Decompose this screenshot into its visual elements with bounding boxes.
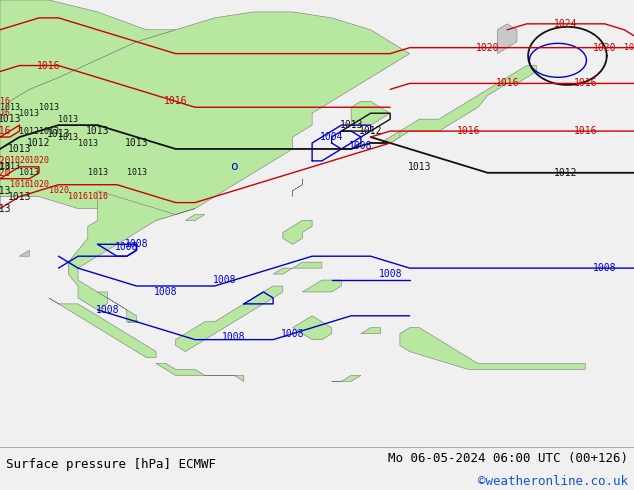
Polygon shape: [351, 101, 390, 125]
Text: 1013: 1013: [39, 103, 59, 112]
Text: 1013: 1013: [19, 109, 39, 118]
Text: 1013: 1013: [0, 203, 12, 214]
Text: 1016: 1016: [574, 126, 597, 136]
Text: 1020: 1020: [49, 186, 68, 195]
Text: 1016: 1016: [0, 97, 10, 106]
Text: 1016: 1016: [37, 61, 60, 71]
Text: 1016: 1016: [456, 126, 480, 136]
Text: ©weatheronline.co.uk: ©weatheronline.co.uk: [477, 475, 628, 488]
Text: Surface pressure [hPa] ECMWF: Surface pressure [hPa] ECMWF: [6, 459, 216, 471]
Text: 1008: 1008: [378, 269, 402, 279]
Text: 1016: 1016: [0, 109, 10, 118]
Polygon shape: [293, 316, 332, 340]
Text: 1013: 1013: [19, 168, 39, 177]
Text: 1008: 1008: [125, 239, 148, 249]
Text: 1013: 1013: [58, 132, 78, 142]
Text: 1020: 1020: [0, 156, 12, 166]
Polygon shape: [400, 328, 585, 369]
Polygon shape: [283, 220, 312, 245]
Text: 1013: 1013: [0, 114, 22, 124]
Polygon shape: [498, 66, 536, 83]
Text: 1008: 1008: [223, 332, 246, 342]
Polygon shape: [20, 250, 29, 256]
Text: 1012: 1012: [554, 168, 578, 178]
Polygon shape: [49, 298, 156, 358]
Polygon shape: [68, 191, 195, 310]
Text: 1013: 1013: [0, 103, 20, 112]
Text: o: o: [230, 160, 238, 173]
Text: 1013: 1013: [125, 138, 148, 148]
Text: 1008: 1008: [212, 275, 236, 285]
Text: 1020: 1020: [0, 168, 12, 178]
Text: 1013: 1013: [8, 192, 31, 201]
Text: 1020: 1020: [29, 180, 49, 189]
Polygon shape: [156, 364, 244, 381]
Text: 1020: 1020: [593, 43, 616, 52]
Text: 1016: 1016: [574, 78, 597, 88]
Polygon shape: [498, 24, 517, 53]
Text: 1012: 1012: [27, 138, 51, 148]
Polygon shape: [273, 268, 293, 274]
Text: 1013: 1013: [0, 162, 20, 171]
Polygon shape: [0, 0, 176, 119]
Text: 1013: 1013: [339, 120, 363, 130]
Text: 1008: 1008: [593, 263, 616, 273]
Text: 1016: 1016: [10, 180, 30, 189]
Polygon shape: [293, 179, 302, 196]
Text: 1016: 1016: [87, 192, 108, 201]
Text: 1013: 1013: [78, 139, 98, 147]
Text: 1013: 1013: [127, 168, 146, 177]
Text: 1016: 1016: [495, 78, 519, 88]
Polygon shape: [176, 286, 283, 351]
Text: 1008: 1008: [96, 305, 119, 315]
Polygon shape: [361, 328, 380, 334]
Text: 1016: 1016: [68, 192, 88, 201]
Text: 1013: 1013: [0, 186, 12, 196]
Text: 1020: 1020: [10, 156, 30, 166]
Polygon shape: [302, 280, 341, 292]
Text: 1013: 1013: [47, 129, 70, 139]
Polygon shape: [332, 375, 361, 381]
Text: 1013: 1013: [87, 168, 108, 177]
Polygon shape: [0, 12, 410, 220]
Text: 1008: 1008: [154, 287, 178, 297]
Text: 1012: 1012: [19, 126, 39, 136]
Text: 1013: 1013: [86, 126, 109, 136]
Text: 1008: 1008: [349, 141, 373, 151]
Polygon shape: [185, 215, 205, 220]
Polygon shape: [127, 320, 136, 322]
Text: Mo 06-05-2024 06:00 UTC (00+126): Mo 06-05-2024 06:00 UTC (00+126): [387, 452, 628, 466]
Text: 1012: 1012: [359, 126, 382, 136]
Text: 1016: 1016: [0, 126, 12, 136]
Text: 1008: 1008: [281, 329, 304, 339]
Polygon shape: [98, 292, 136, 322]
Polygon shape: [293, 262, 322, 268]
Text: 1004: 1004: [320, 132, 344, 142]
Text: 1013: 1013: [58, 115, 78, 123]
Text: 1013: 1013: [408, 162, 431, 172]
Text: 1020: 1020: [29, 156, 49, 166]
Text: 1020: 1020: [624, 43, 634, 52]
Text: 1013: 1013: [0, 162, 12, 172]
Text: 1008: 1008: [115, 242, 139, 252]
Text: 1013: 1013: [8, 144, 31, 154]
Text: 1024: 1024: [554, 19, 578, 29]
Polygon shape: [390, 83, 507, 143]
Polygon shape: [380, 131, 400, 143]
Text: 1020: 1020: [476, 43, 500, 52]
Text: 1016: 1016: [164, 97, 187, 106]
Text: 1013: 1013: [39, 126, 59, 136]
